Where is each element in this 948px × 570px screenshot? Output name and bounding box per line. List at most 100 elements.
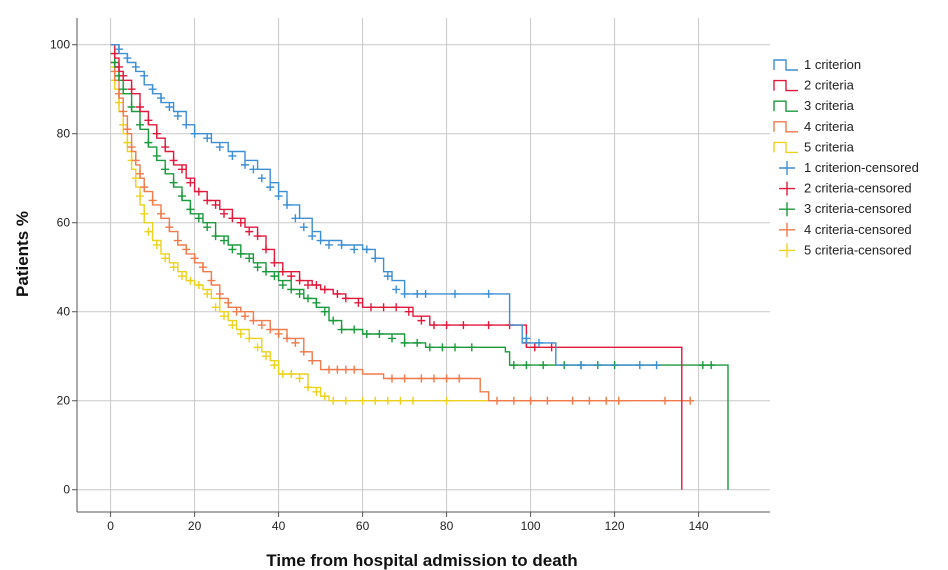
censor-mark-series-4 [686, 396, 695, 405]
censor-mark-series-1 [337, 240, 346, 249]
x-tick-label: 120 [605, 519, 625, 533]
censor-mark-series-5 [295, 374, 304, 383]
censor-mark-series-4 [308, 356, 317, 365]
legend: 1 criterion 2 criteria 3 criteria 4 criteri… [773, 57, 919, 258]
censor-mark-series-2 [169, 156, 178, 165]
censor-mark-series-4 [199, 263, 207, 272]
censor-mark-series-2 [136, 103, 144, 112]
censor-mark-series-1 [283, 200, 291, 209]
legend-censor-swatch [779, 222, 795, 237]
censor-mark-series-1 [299, 223, 308, 232]
censor-mark-series-4 [190, 254, 199, 263]
censor-mark-series-4 [442, 374, 451, 383]
censor-mark-series-4 [430, 374, 438, 383]
censor-mark-series-4 [661, 396, 669, 405]
y-tick-label: 60 [57, 216, 71, 230]
censor-mark-series-3 [413, 338, 422, 347]
censor-mark-series-2 [333, 289, 342, 298]
censor-mark-series-4 [157, 209, 165, 218]
y-tick-label: 20 [57, 394, 71, 408]
censor-mark-series-5 [253, 343, 262, 352]
censor-mark-series-4 [173, 236, 182, 245]
censor-mark-series-4 [341, 365, 350, 374]
censor-mark-series-3 [161, 165, 170, 174]
legend-label: 5 criteria-censored [804, 242, 912, 257]
censor-mark-series-4 [215, 289, 224, 298]
y-tick-label: 0 [63, 483, 70, 497]
censor-mark-series-5 [329, 396, 338, 405]
censor-mark-series-5 [220, 312, 228, 321]
x-tick-label: 100 [521, 519, 541, 533]
censor-mark-series-3 [194, 214, 203, 223]
x-tick-labels: 0 20 40 60 80 100 120 140 [107, 519, 709, 533]
censor-mark-series-5 [140, 209, 149, 218]
censor-mark-series-4 [417, 374, 426, 383]
censor-mark-series-4 [585, 396, 594, 405]
censor-mark-series-3 [178, 192, 186, 201]
legend-step-swatch [773, 79, 798, 92]
censor-mark-series-5 [194, 281, 203, 290]
plot-area [77, 18, 770, 512]
censor-mark-series-1 [577, 361, 585, 370]
censor-mark-series-1 [522, 334, 531, 343]
censor-mark-series-1 [350, 245, 359, 254]
censor-mark-series-5 [442, 396, 451, 405]
censor-mark-series-2 [354, 298, 363, 307]
censor-mark-series-3 [262, 267, 270, 276]
legend-step-swatch [773, 121, 798, 133]
censor-mark-series-2 [278, 267, 287, 276]
censor-mark-series-3 [362, 329, 371, 338]
legend-label: 3 criteria-censored [804, 201, 912, 216]
censor-mark-series-3 [467, 343, 476, 352]
censor-mark-series-2 [152, 129, 161, 138]
censor-mark-series-1 [123, 54, 132, 63]
censor-mark-series-1 [257, 174, 266, 183]
censor-mark-series-4 [543, 396, 552, 405]
censor-mark-series-1 [383, 272, 392, 281]
censor-mark-series-2 [287, 272, 296, 281]
censor-mark-series-1 [535, 338, 543, 347]
censor-mark-series-1 [371, 254, 380, 263]
censor-mark-series-3 [400, 338, 409, 347]
censor-mark-series-3 [522, 361, 531, 370]
censor-mark-series-5 [115, 98, 123, 107]
censor-mark-series-5 [186, 276, 195, 285]
censor-mark-series-1 [165, 103, 174, 112]
censor-mark-series-3 [312, 298, 321, 307]
censor-mark-series-1 [400, 289, 409, 298]
censor-mark-series-3 [110, 58, 119, 67]
censor-mark-series-5 [161, 254, 170, 263]
censor-mark-series-3 [287, 285, 296, 294]
legend-label: 5 criteria [804, 139, 855, 154]
censor-mark-series-5 [278, 370, 287, 379]
censor-mark-series-5 [262, 352, 270, 361]
censor-mark-series-5 [236, 329, 245, 338]
censor-mark-series-5 [245, 334, 254, 343]
censor-mark-series-3 [425, 343, 434, 352]
censor-mark-series-4 [207, 276, 216, 285]
censor-mark-series-5 [396, 396, 405, 405]
legend-label: 4 criteria [804, 119, 855, 134]
censor-mark-series-2 [417, 316, 426, 325]
censor-mark-series-1 [274, 192, 283, 201]
censor-mark-series-2 [295, 276, 304, 285]
censor-mark-series-1 [215, 143, 224, 152]
censor-mark-series-3 [119, 85, 128, 94]
censor-mark-series-2 [547, 343, 556, 352]
censor-mark-series-3 [539, 361, 548, 370]
censor-mark-series-1 [392, 285, 401, 294]
censor-mark-series-2 [127, 85, 136, 94]
censor-mark-series-3 [451, 343, 459, 352]
legend-label: 1 criterion-censored [804, 160, 919, 175]
censor-mark-series-3 [350, 325, 359, 334]
censor-mark-series-1 [140, 71, 149, 80]
y-tick-label: 100 [50, 38, 70, 52]
censor-mark-series-3 [278, 281, 287, 290]
censor-mark-series-2 [203, 196, 212, 205]
legend-censor-swatch [779, 161, 795, 175]
censor-mark-series-2 [144, 116, 153, 125]
censor-mark-series-2 [115, 62, 123, 71]
censor-mark-series-2 [484, 321, 493, 330]
censor-mark-series-4 [119, 107, 128, 116]
censor-mark-series-2 [304, 281, 312, 290]
